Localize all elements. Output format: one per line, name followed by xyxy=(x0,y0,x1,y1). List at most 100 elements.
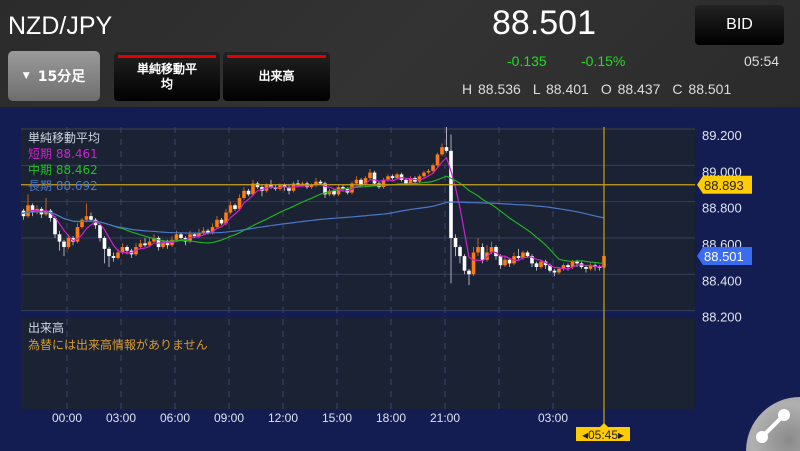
candle-body xyxy=(287,187,291,191)
candle-body xyxy=(566,265,570,268)
candle-body xyxy=(143,243,147,246)
candle-body xyxy=(57,234,62,242)
time-tick-label: 06:00 xyxy=(160,411,190,425)
current-price: 88.501 xyxy=(492,4,596,42)
candle-body xyxy=(372,172,377,184)
candle-body xyxy=(201,230,206,233)
candle-body xyxy=(179,234,183,238)
candle-body xyxy=(534,263,539,268)
candle-body xyxy=(476,247,480,253)
sma-label: 単純移動平均 xyxy=(137,61,198,91)
candle-body xyxy=(552,270,557,273)
quote-time: 05:54 xyxy=(744,53,780,69)
candle-body xyxy=(494,247,498,257)
sma-legend: 単純移動平均 短期 88.461 中期 88.462 長期 88.692 xyxy=(28,130,100,194)
candle-body xyxy=(210,227,215,233)
candle-body xyxy=(246,190,251,195)
candle-body xyxy=(93,219,98,226)
price-tick-label: 89.000 xyxy=(702,164,742,179)
candle-body xyxy=(138,243,143,248)
legend-short-ma: 短期 88.461 xyxy=(28,147,98,161)
candle-body xyxy=(206,230,210,233)
sma-indicator-button[interactable]: 単純移動平均 xyxy=(114,52,220,101)
volume-panel xyxy=(21,318,695,409)
currency-pair[interactable]: NZD/JPY xyxy=(8,12,113,40)
time-tick-label: 03:00 xyxy=(106,411,136,425)
legend-long-ma: 長期 88.692 xyxy=(28,179,98,193)
candle-body xyxy=(125,247,129,251)
candle-body xyxy=(98,225,102,238)
candle-body xyxy=(66,237,71,248)
candle-body xyxy=(530,256,534,264)
candle-body xyxy=(341,187,345,189)
short-ma-line xyxy=(21,156,605,270)
candle-body xyxy=(233,205,237,209)
candle-body xyxy=(395,174,399,179)
drawing-tool-button[interactable] xyxy=(746,397,800,451)
candle-body xyxy=(80,219,84,228)
candle-body xyxy=(89,216,93,220)
candle-body xyxy=(521,252,525,258)
quote-header: NZD/JPY ▼ 15分足 単純移動平均 出来高 88.501 BID -0.1… xyxy=(0,0,800,107)
volume-indicator-button[interactable]: 出来高 xyxy=(223,52,330,101)
candle-body xyxy=(575,261,579,264)
candle-body xyxy=(525,252,530,257)
timeframe-dropdown[interactable]: ▼ 15分足 xyxy=(8,51,100,101)
candle-body xyxy=(242,190,246,199)
price-tick-label: 88.200 xyxy=(702,310,742,325)
candle-body xyxy=(417,176,422,182)
crosshair-price-label: 88.893 xyxy=(704,178,744,193)
candle-body xyxy=(102,237,107,249)
candle-body xyxy=(336,187,341,195)
candle-body xyxy=(449,150,453,238)
candle-body xyxy=(111,256,116,258)
price-panel xyxy=(21,127,695,311)
bid-ask-toggle[interactable]: BID xyxy=(695,5,784,45)
last-price-tag xyxy=(697,246,752,265)
candle-body xyxy=(368,172,372,179)
candle-body xyxy=(152,237,156,242)
candle-body xyxy=(435,154,440,166)
candle-body xyxy=(489,247,494,253)
candle-body xyxy=(147,241,152,246)
candle-body xyxy=(503,259,507,266)
candle-body xyxy=(422,172,426,177)
timeframe-label: 15分足 xyxy=(37,69,86,85)
time-tick-label: 03:00 xyxy=(538,411,568,425)
candle-body xyxy=(107,248,111,257)
candle-body xyxy=(543,261,548,266)
candle-body xyxy=(48,210,53,218)
candle-body xyxy=(314,181,318,186)
candle-body xyxy=(485,252,489,260)
open-value: O 88.437 xyxy=(600,81,661,97)
volume-label: 出来高 xyxy=(258,69,295,83)
candle-body xyxy=(13,207,17,220)
volume-title: 出来高 xyxy=(28,321,65,335)
candle-body xyxy=(26,205,30,217)
time-tick-label: 18:00 xyxy=(376,411,406,425)
candle-body xyxy=(458,247,462,257)
candle-body xyxy=(381,179,386,188)
candle-body xyxy=(440,147,444,155)
time-tick-label: 09:00 xyxy=(214,411,244,425)
time-tick-label: 15:00 xyxy=(322,411,352,425)
close-value: C 88.501 xyxy=(672,81,732,97)
high-value: H 88.536 xyxy=(462,81,521,97)
candle-body xyxy=(219,219,224,224)
candle-body xyxy=(408,178,413,184)
price-change-percent: -0.15% xyxy=(581,53,626,69)
price-tick-label: 88.800 xyxy=(702,201,742,216)
legend-mid-ma: 中期 88.462 xyxy=(28,163,98,177)
candle-body xyxy=(318,181,323,184)
triangle-down-icon: ▼ xyxy=(22,71,30,81)
candle-body xyxy=(75,227,80,242)
candle-body xyxy=(584,267,588,269)
time-tick-label: 12:00 xyxy=(268,411,298,425)
candle-body xyxy=(480,247,485,260)
candle-body xyxy=(323,183,327,195)
candle-body xyxy=(8,213,12,220)
candle-body xyxy=(462,256,467,271)
candle-body xyxy=(62,241,66,248)
line-tool-icon xyxy=(756,409,790,443)
